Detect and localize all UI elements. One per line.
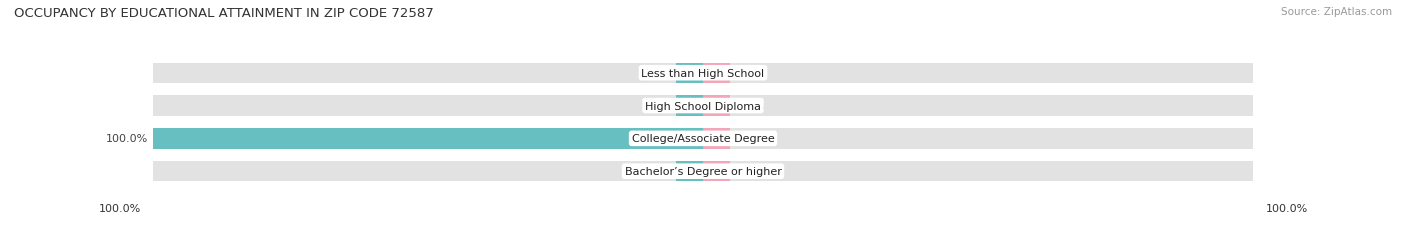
Text: High School Diploma: High School Diploma [645,101,761,111]
Bar [703,96,731,116]
Text: College/Associate Degree: College/Associate Degree [631,134,775,144]
Bar [675,96,703,116]
Bar [703,161,731,182]
Text: OCCUPANCY BY EDUCATIONAL ATTAINMENT IN ZIP CODE 72587: OCCUPANCY BY EDUCATIONAL ATTAINMENT IN Z… [14,7,434,20]
Text: 100.0%: 100.0% [98,203,141,213]
Bar [153,161,703,182]
Text: Less than High School: Less than High School [641,68,765,78]
Bar [153,63,703,84]
Bar [153,96,703,116]
Text: 0.0%: 0.0% [735,167,765,176]
Bar [675,161,703,182]
Bar [675,63,703,84]
Text: 0.0%: 0.0% [735,134,765,144]
Bar [703,63,731,84]
Bar [153,129,703,149]
Text: 0.0%: 0.0% [735,68,765,78]
Text: 100.0%: 100.0% [1265,203,1308,213]
Text: Bachelor’s Degree or higher: Bachelor’s Degree or higher [624,167,782,176]
Text: 0.0%: 0.0% [641,68,671,78]
Text: 0.0%: 0.0% [641,101,671,111]
Bar [703,129,1253,149]
Text: 100.0%: 100.0% [105,134,148,144]
Bar [703,161,1253,182]
Bar [153,129,703,149]
Text: Source: ZipAtlas.com: Source: ZipAtlas.com [1281,7,1392,17]
Bar [703,129,731,149]
Bar [703,96,1253,116]
Text: 0.0%: 0.0% [641,167,671,176]
Bar [703,63,1253,84]
Text: 0.0%: 0.0% [735,101,765,111]
